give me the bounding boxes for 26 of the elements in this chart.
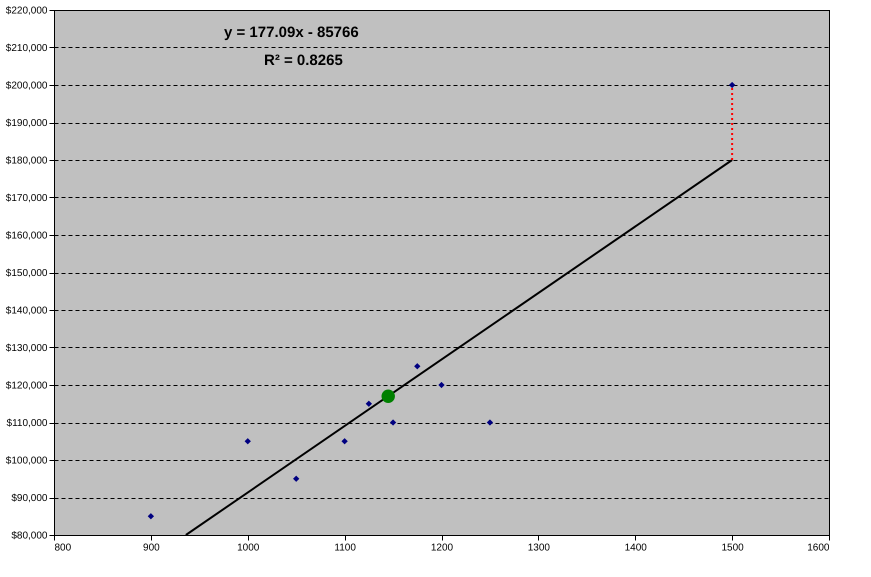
y-tick-label: $200,000 <box>6 80 48 92</box>
y-tick-label: $170,000 <box>6 193 48 204</box>
y-tick-label: $140,000 <box>6 306 48 316</box>
y-tick-label: $220,000 <box>6 6 48 16</box>
x-tick-label: 1100 <box>334 542 356 554</box>
y-tick-label: $130,000 <box>6 343 48 354</box>
annotation: y = 177.09x - 85766 <box>224 24 359 41</box>
x-tick-label: 1300 <box>528 542 550 554</box>
y-tick-label: $120,000 <box>6 380 48 392</box>
y-tick-label: $150,000 <box>6 268 48 279</box>
x-tick-label: 1200 <box>430 542 454 554</box>
x-tick-label: 1600 <box>807 542 830 554</box>
y-tick-label: $110,000 <box>6 418 48 429</box>
y-tick-label: $80,000 <box>11 530 48 542</box>
y-tick-label: $100,000 <box>6 456 48 466</box>
annotation: R² = 0.8265 <box>264 52 343 69</box>
y-tick-label: $190,000 <box>6 118 48 129</box>
x-tick-label: 800 <box>54 542 72 554</box>
x-tick-label: 1500 <box>722 542 744 554</box>
y-tick-label: $160,000 <box>6 230 48 242</box>
y-tick-label: $90,000 <box>11 493 48 504</box>
y-tick-label: $180,000 <box>6 156 48 166</box>
x-tick-label: 900 <box>143 542 160 554</box>
y-tick-label: $210,000 <box>6 43 48 54</box>
x-tick-label: 1000 <box>237 542 260 554</box>
x-tick-label: 1400 <box>624 542 648 554</box>
